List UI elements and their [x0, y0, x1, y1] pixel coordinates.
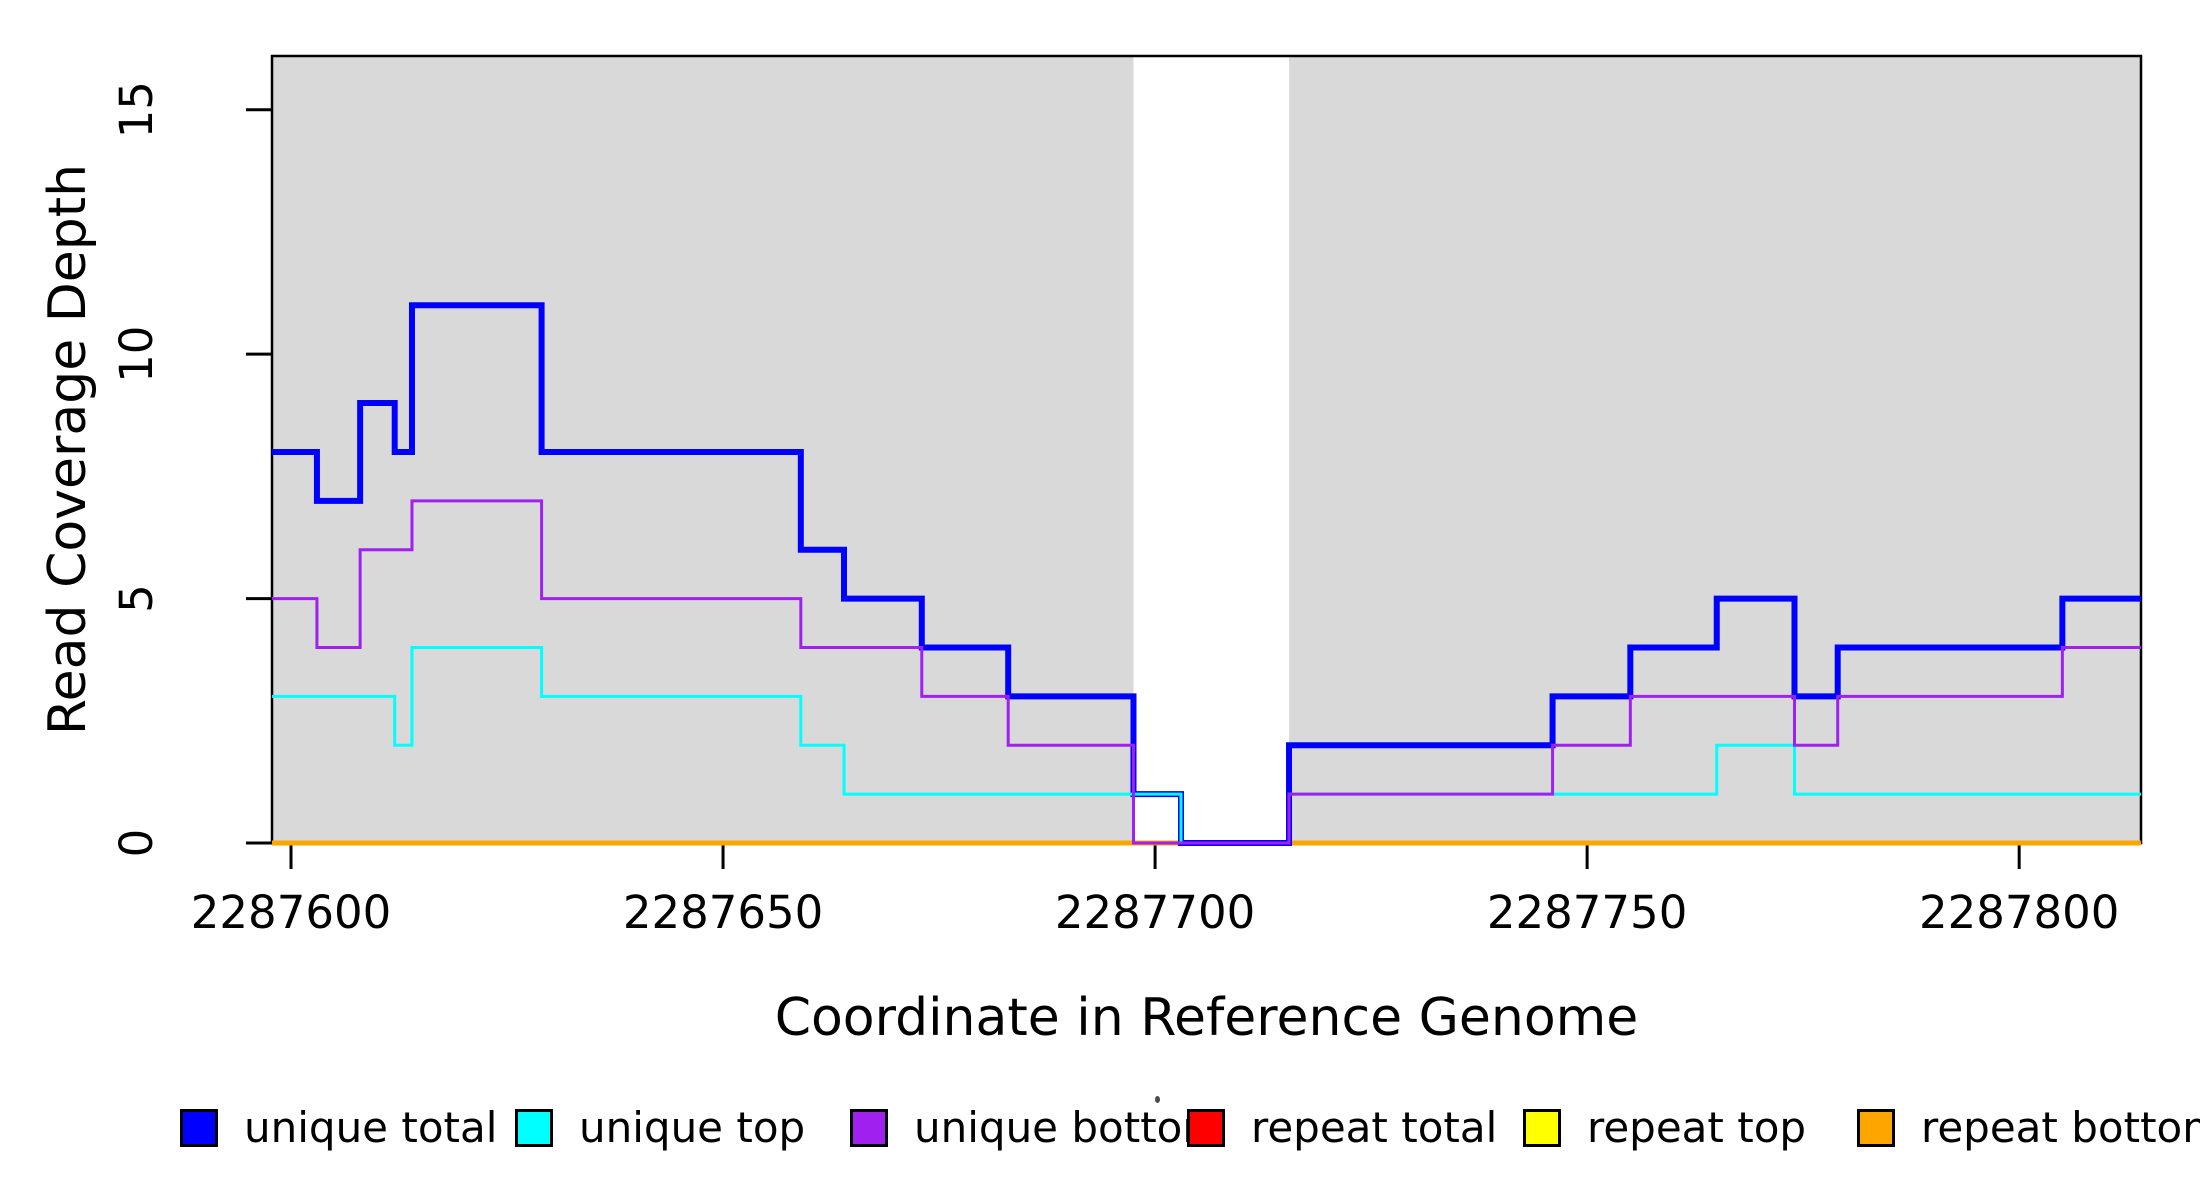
axis-tick-labels: 2287600 2287650 2287700 2287750 2287800 0 5 10 1…	[110, 81, 2119, 939]
y-tick-label: 10	[110, 326, 163, 383]
x-axis-title: Coordinate in Reference Genome	[775, 988, 1639, 1048]
series-unique-total	[272, 302, 2141, 846]
x-tick-label: 2287600	[191, 886, 391, 939]
x-tick-label: 2287650	[623, 886, 823, 939]
artifact-dot	[1155, 1096, 1160, 1103]
y-tick-label: 15	[110, 81, 163, 138]
x-tick-label: 2287700	[1055, 886, 1255, 939]
series-unique-bottom	[272, 499, 2141, 845]
shaded-region	[1289, 56, 2141, 843]
y-axis-title: Read Coverage Depth	[38, 164, 98, 735]
x-tick-label: 2287800	[1919, 886, 2119, 939]
x-tick-label: 2287750	[1487, 886, 1687, 939]
shaded-regions	[272, 56, 2141, 843]
y-tick-label: 0	[110, 829, 163, 858]
axis-ticks	[246, 108, 2021, 869]
y-tick-label: 5	[110, 584, 163, 613]
series-lines	[272, 302, 2141, 846]
series-unique-top	[272, 645, 2141, 845]
